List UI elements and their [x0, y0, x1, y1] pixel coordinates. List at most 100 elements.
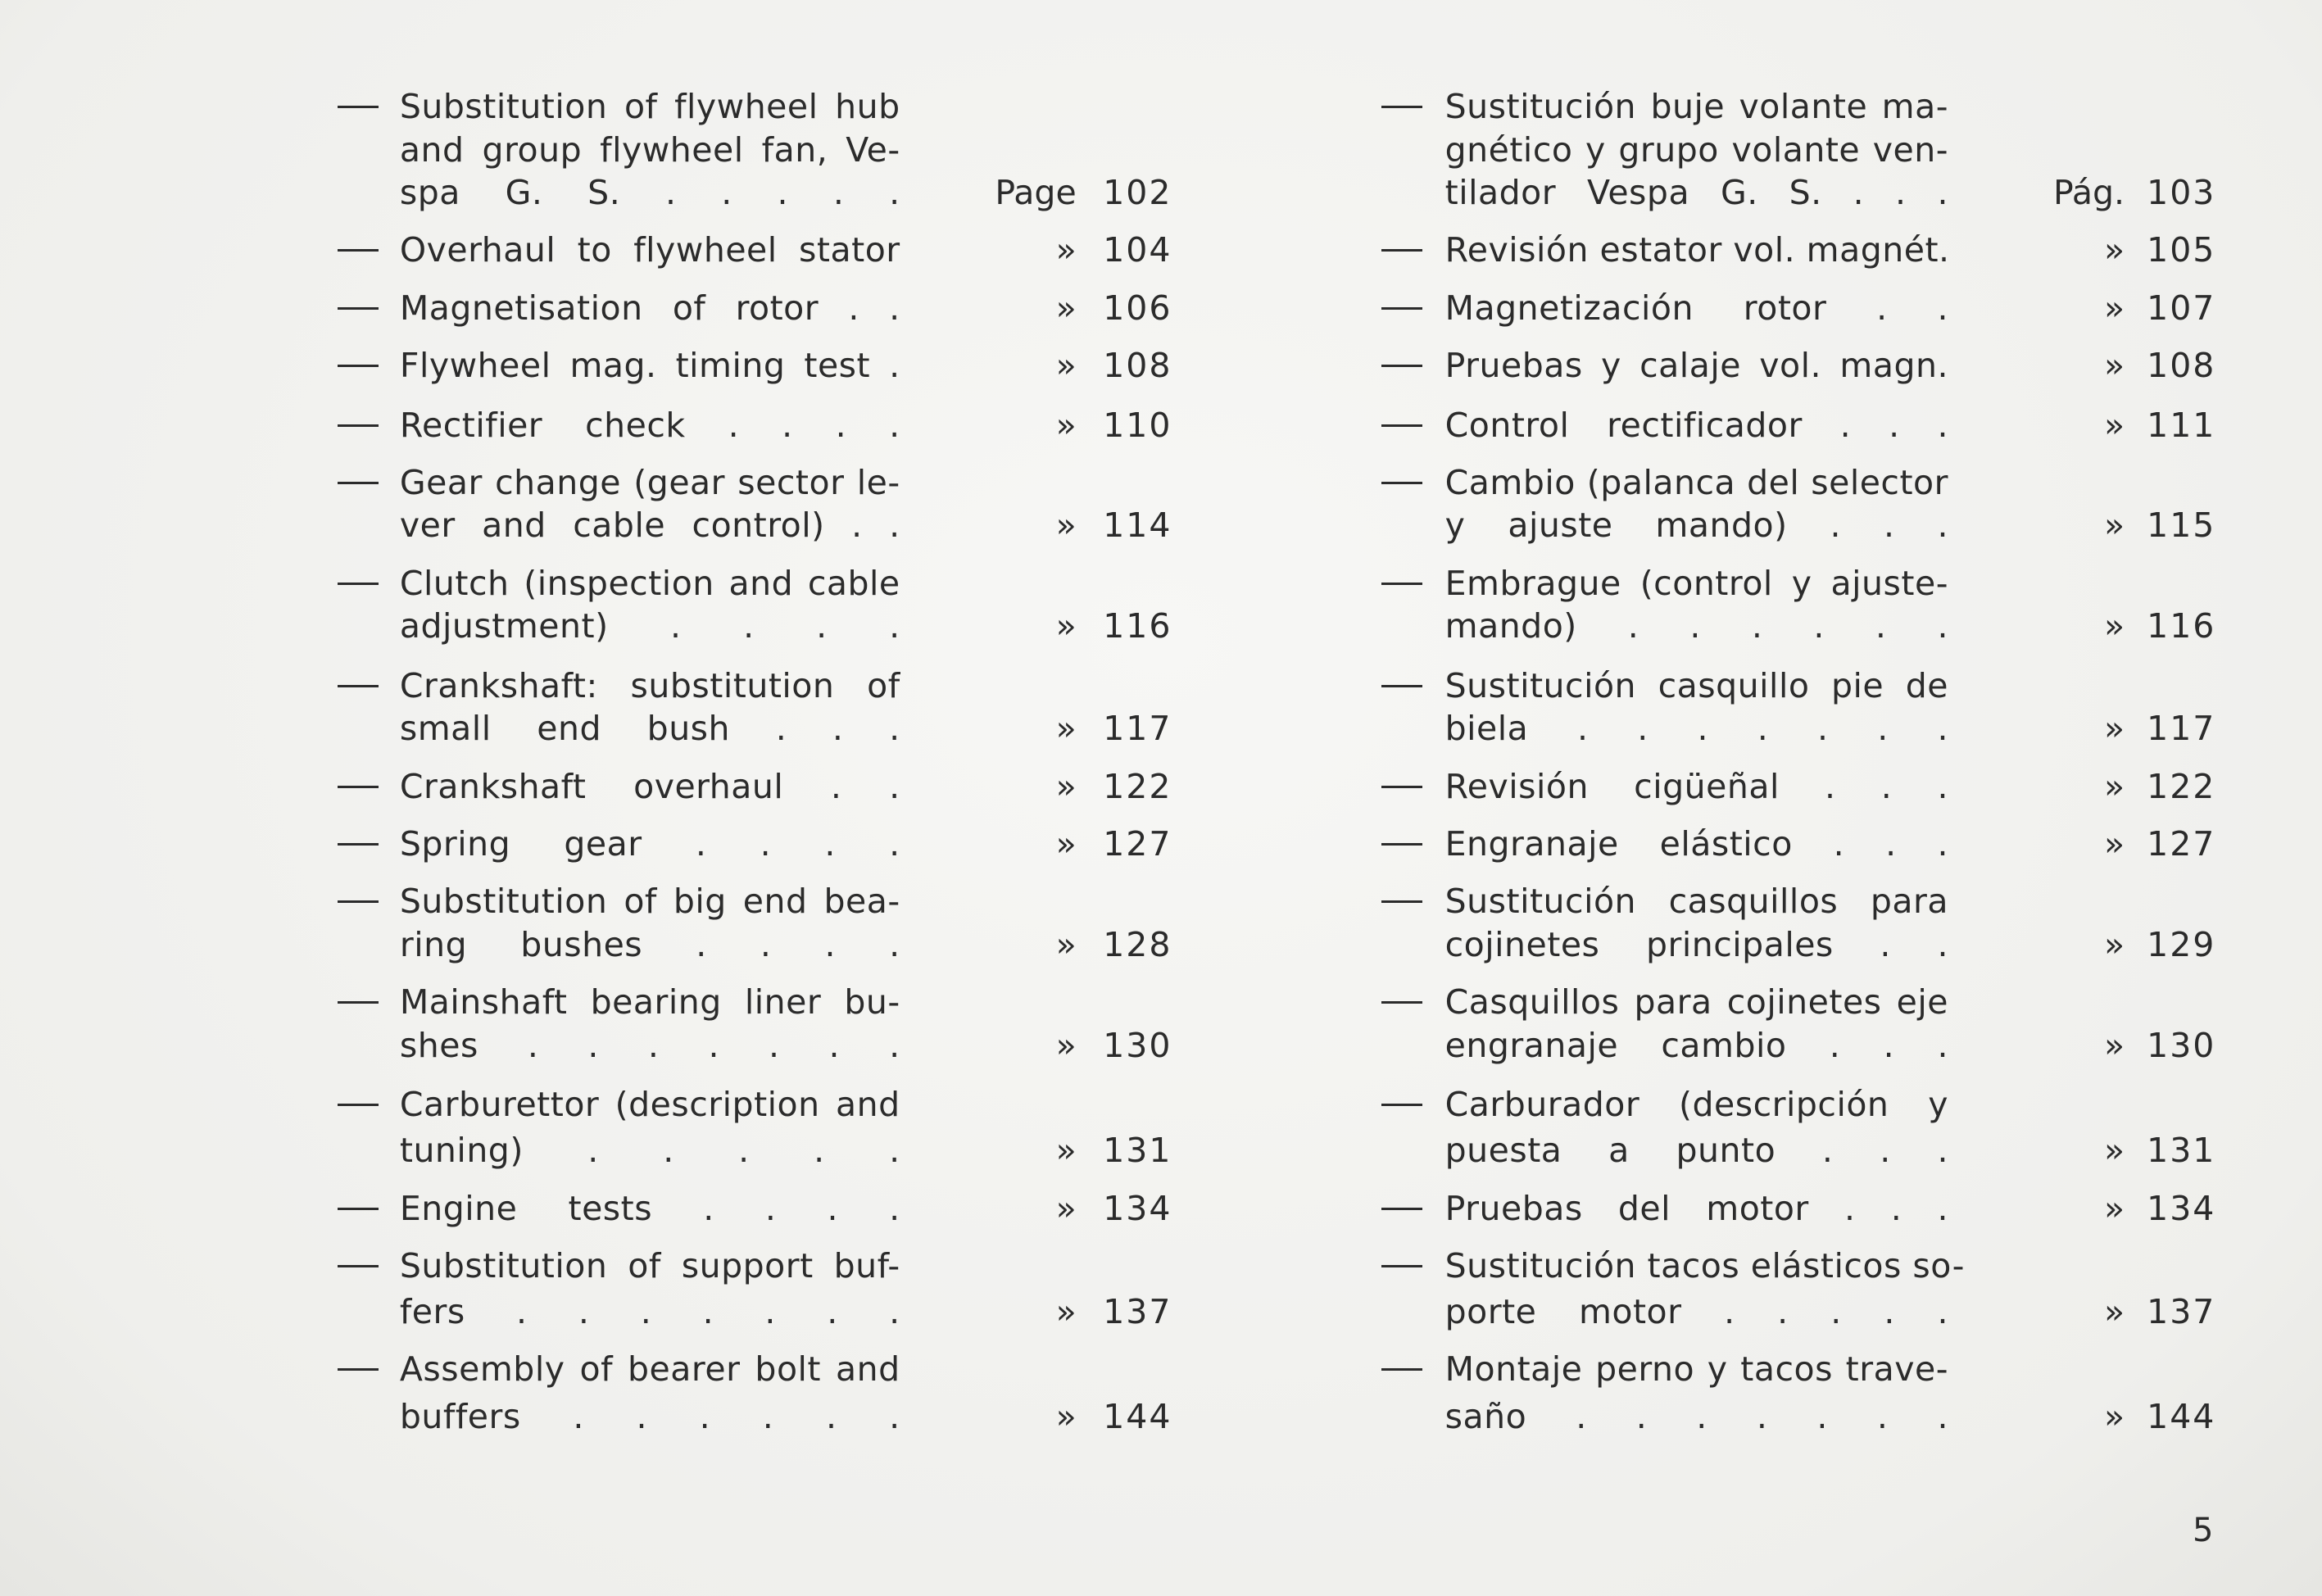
entry-page-number: 116 [2147, 606, 2216, 646]
page-marker: » [2103, 1188, 2125, 1228]
entry-page-number: 108 [2147, 346, 2216, 386]
entry-title-line: Sustitución casquillo pie de [1444, 665, 1948, 705]
page-marker: » [1055, 823, 1077, 864]
entry-title-line: Montaje perno y tacos trave- [1444, 1349, 1948, 1390]
entry-title-line: tuning) . . . . . [399, 1131, 900, 1171]
entry-dash [337, 900, 379, 904]
page-marker: » [2103, 709, 2125, 749]
entry-title-line: tilador Vespa G. S. . . . [1444, 172, 1948, 212]
entry-title-line: Crankshaft: substitution of [399, 665, 900, 705]
page-marker: » [1055, 1131, 1077, 1171]
entry-page-number: 117 [2147, 709, 2216, 749]
entry-dash [337, 1368, 379, 1372]
entry-title-line: Clutch (inspection and cable [399, 563, 900, 603]
entry-dash [1381, 1001, 1422, 1004]
entry-page-number: 117 [1103, 709, 1172, 749]
entry-dash [337, 106, 379, 109]
entry-title-line: Carburador (descripción y [1444, 1085, 1948, 1125]
entry-title-line: Sustitución buje volante ma- [1444, 87, 1948, 127]
entry-title-line: saño . . . . . . . [1444, 1397, 1948, 1437]
page-marker: » [1055, 405, 1077, 445]
entry-title-line: cojinetes principales . . [1444, 924, 1948, 964]
entry-dash [337, 306, 379, 310]
page-number: 5 [2193, 1512, 2214, 1549]
entry-title-line: biela . . . . . . . [1444, 709, 1948, 749]
entry-page-number: 104 [1103, 230, 1172, 270]
page-marker: » [2103, 230, 2125, 270]
entry-dash [1381, 424, 1422, 427]
entry-title-line: Rectifier check . . . . [399, 405, 900, 445]
entry-dash [337, 424, 379, 427]
entry-title-line: Flywheel mag. timing test . [399, 346, 900, 386]
entry-page-number: 144 [2147, 1397, 2216, 1437]
entry-dash [337, 1104, 379, 1107]
entry-title-line: adjustment) . . . . [399, 606, 900, 646]
entry-title-line: Pruebas del motor . . . [1444, 1188, 1948, 1228]
entry-title-line: Gear change (gear sector le- [399, 463, 900, 503]
entry-page-number: 127 [2147, 823, 2216, 864]
entry-dash [1381, 306, 1422, 310]
page-marker: » [2103, 1292, 2125, 1331]
entry-page-number: 130 [1103, 1025, 1172, 1065]
page-marker: » [1055, 346, 1077, 386]
entry-title-line: Revisión cigüeñal . . . [1444, 766, 1948, 806]
entry-dash [1381, 842, 1422, 846]
entry-title-line: Sustitución tacos elásticos so- [1444, 1245, 1965, 1285]
page-marker: » [2103, 823, 2125, 864]
entry-page-number: 102 [1103, 172, 1172, 212]
entry-page-number: 105 [2147, 230, 2216, 270]
page-marker: » [1055, 1292, 1077, 1331]
entry-dash [1381, 249, 1422, 252]
entry-title-line: ring bushes . . . . [399, 924, 900, 964]
entry-title-line: Spring gear . . . . [399, 823, 900, 864]
entry-title-line: Pruebas y calaje vol. magn. [1444, 346, 1948, 386]
page-marker: » [2103, 405, 2125, 445]
entry-dash [337, 1001, 379, 1004]
entry-page-number: 131 [1103, 1131, 1172, 1171]
entry-title-line: shes . . . . . . . [399, 1025, 900, 1065]
page-marker: » [1055, 1397, 1077, 1437]
entry-page-number: 137 [1103, 1292, 1172, 1331]
entry-title-line: porte motor . . . . . [1444, 1292, 1948, 1331]
page-marker: » [2103, 766, 2125, 806]
entry-dash [337, 785, 379, 788]
entry-page-number: 116 [1103, 606, 1172, 646]
entry-title-line: Crankshaft overhaul . . [399, 766, 900, 806]
entry-dash [1381, 1264, 1422, 1267]
entry-title-line: Substitution of support buf- [399, 1245, 900, 1285]
entry-page-number: 127 [1103, 823, 1172, 864]
page-marker: » [2103, 1397, 2125, 1437]
entry-dash [1381, 900, 1422, 904]
entry-dash [337, 684, 379, 687]
entry-page-number: 129 [2147, 924, 2216, 964]
entry-title-line: Substitution of flywheel hub [399, 87, 900, 127]
entry-dash [337, 249, 379, 252]
page-marker: » [1055, 606, 1077, 646]
entry-title-line: Mainshaft bearing liner bu- [399, 982, 900, 1022]
entry-title-line: small end bush . . . [399, 709, 900, 749]
page-marker: » [2103, 1131, 2125, 1171]
entry-page-number: 106 [1103, 288, 1172, 328]
entry-title-line: buffers . . . . . . [399, 1397, 900, 1437]
entry-dash [337, 482, 379, 485]
entry-title-line: spa G. S. . . . . . [399, 172, 900, 212]
entry-title-line: mando) . . . . . . [1444, 606, 1948, 646]
page-marker: » [2103, 346, 2125, 386]
entry-page-number: 114 [1103, 506, 1172, 546]
entry-title-line: Overhaul to flywheel stator [399, 230, 900, 270]
entry-page-number: 110 [1103, 405, 1172, 445]
entry-title-line: fers . . . . . . . [399, 1292, 900, 1331]
page-marker: » [2103, 288, 2125, 328]
page-marker: » [2103, 506, 2125, 546]
entry-title-line: puesta a punto . . . [1444, 1131, 1948, 1171]
page-marker: » [2103, 606, 2125, 646]
page-marker: Pág. [2052, 172, 2125, 212]
entry-page-number: 128 [1103, 924, 1172, 964]
entry-title-line: y ajuste mando) . . . [1444, 506, 1948, 546]
entry-dash [1381, 106, 1422, 109]
entry-page-number: 122 [1103, 766, 1172, 806]
entry-page-number: 144 [1103, 1397, 1172, 1437]
entry-page-number: 107 [2147, 288, 2216, 328]
entry-page-number: 103 [2147, 172, 2216, 212]
